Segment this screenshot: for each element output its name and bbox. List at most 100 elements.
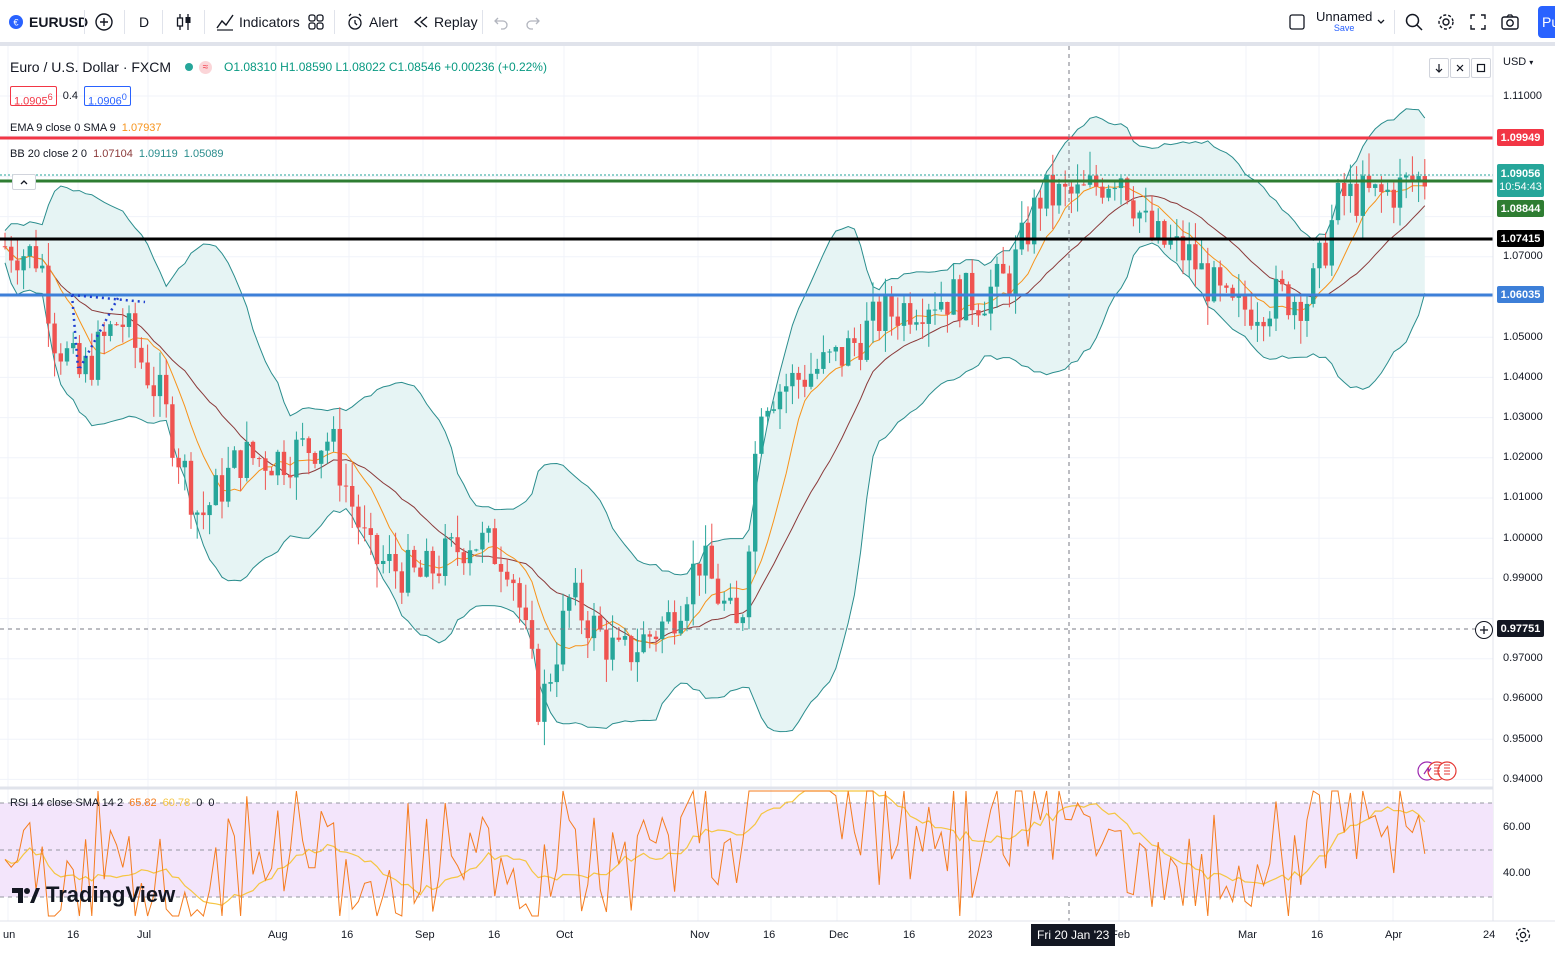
candle-body — [467, 550, 473, 564]
candle-body — [877, 301, 882, 331]
candle-body — [1168, 240, 1173, 245]
symbol-search-button[interactable]: € EURUSD — [8, 0, 88, 44]
time-tick: Feb — [1111, 929, 1130, 941]
candle-body — [536, 648, 541, 722]
bid-price-pip: 6 — [47, 92, 53, 102]
candle-body — [1391, 189, 1396, 208]
buy-button[interactable]: 1.09060 — [84, 86, 131, 108]
candle-body — [226, 467, 231, 502]
last-price-tag[interactable]: 1.09056 10:54:43 — [1497, 164, 1544, 197]
candle-body — [170, 404, 175, 458]
time-tick: 16 — [763, 929, 776, 941]
time-tick: 16 — [341, 929, 354, 941]
candle-body — [350, 485, 355, 507]
pane-down-button[interactable] — [1429, 58, 1449, 78]
time-tick: Sep — [415, 929, 435, 941]
search-button[interactable] — [1404, 0, 1424, 44]
candle-body — [1267, 318, 1272, 327]
candle-body — [1131, 200, 1136, 219]
black-level-tag[interactable]: 1.07415 — [1497, 230, 1544, 247]
candle-body — [1199, 263, 1204, 270]
tradingview-logo[interactable]: TradingView — [12, 882, 175, 908]
templates-button[interactable] — [306, 0, 326, 44]
triangle-drawing[interactable] — [70, 293, 146, 369]
alert-button[interactable]: Alert — [345, 0, 398, 44]
replay-button[interactable]: Replay — [412, 0, 478, 44]
candle-body — [145, 362, 150, 386]
price-tick: 0.97000 — [1503, 652, 1543, 664]
add-alert-button[interactable] — [1475, 621, 1493, 639]
candle-body — [275, 451, 280, 476]
ema-legend[interactable]: EMA 9 close 0 SMA 9 1.07937 — [10, 122, 162, 134]
candle-body — [1298, 301, 1303, 321]
publish-button[interactable]: Pu — [1538, 6, 1555, 38]
candle-body — [926, 309, 931, 324]
sell-button[interactable]: 1.09056 — [10, 86, 57, 108]
candle-body — [889, 295, 894, 317]
ask-price: 1.0906 — [88, 95, 122, 108]
candle-body — [1416, 176, 1421, 182]
time-tick: 16 — [488, 929, 501, 941]
layout-dropdown[interactable] — [1376, 0, 1386, 44]
candle-body — [939, 301, 944, 310]
candle-body — [808, 373, 814, 387]
candle-body — [257, 458, 262, 460]
rsi-legend[interactable]: RSI 14 close SMA 14 2 65.82 60.78 0 0 — [10, 797, 214, 809]
snapshot-button[interactable] — [1500, 0, 1520, 44]
candle-body — [1304, 303, 1310, 321]
price-chart[interactable] — [0, 46, 1555, 955]
candle-body — [728, 597, 733, 601]
bollinger-basis-line — [4, 195, 1426, 644]
candle-body — [1050, 174, 1055, 206]
rsi-tick: 40.00 — [1503, 867, 1531, 879]
undo-button[interactable] — [493, 0, 509, 44]
candles-icon — [176, 14, 191, 30]
layout-name: Unnamed — [1316, 9, 1373, 25]
candle-body — [976, 310, 981, 316]
redo-button[interactable] — [525, 0, 541, 44]
candle-body — [288, 475, 293, 478]
flags-icon[interactable] — [1417, 761, 1457, 781]
pane-maximize-button[interactable] — [1471, 58, 1491, 78]
candle-body — [1360, 175, 1365, 216]
layout-save-hint: Save — [1333, 23, 1355, 34]
collapse-legend-button[interactable] — [12, 174, 36, 190]
red-level-tag[interactable]: 1.09949 — [1497, 129, 1544, 146]
candle-body — [2, 246, 8, 248]
bb-legend[interactable]: BB 20 close 2 0 1.07104 1.09119 1.05089 — [10, 148, 224, 160]
time-tick: Apr — [1385, 929, 1403, 941]
candle-body — [306, 438, 311, 454]
interval-button[interactable]: D — [139, 0, 149, 44]
candle-body — [684, 604, 690, 621]
pane-collapse-button[interactable] — [1450, 58, 1470, 78]
search-icon — [1405, 13, 1423, 31]
candle-body — [58, 353, 63, 362]
candle-body — [77, 343, 82, 375]
indicators-button[interactable]: Indicators — [215, 0, 300, 44]
candle-body — [715, 578, 721, 604]
candle-body — [387, 554, 392, 561]
candle-body — [393, 554, 398, 572]
layout-name-button[interactable]: Unnamed Save — [1316, 0, 1372, 44]
fullscreen-button[interactable] — [1469, 0, 1487, 44]
layout-checkbox[interactable] — [1288, 0, 1306, 44]
chart-type-button[interactable] — [174, 0, 194, 44]
candle-body — [139, 347, 144, 363]
currency-label[interactable]: USD ▾ — [1503, 56, 1534, 68]
candle-body — [790, 372, 795, 387]
candle-body — [294, 439, 299, 478]
price-tick: 0.94000 — [1503, 773, 1543, 785]
price-tick: 1.03000 — [1503, 411, 1543, 423]
chevron-down-icon — [1377, 19, 1385, 24]
candle-body — [188, 460, 194, 515]
blue-level-tag[interactable]: 1.06035 — [1497, 286, 1544, 303]
axis-settings-button[interactable] — [1514, 926, 1532, 949]
candle-body — [1397, 177, 1403, 208]
candle-body — [641, 634, 646, 653]
compare-symbol-button[interactable] — [94, 0, 114, 44]
settings-button[interactable] — [1436, 0, 1456, 44]
green-level-tag[interactable]: 1.08844 — [1497, 200, 1544, 217]
tradingview-mark-icon — [12, 888, 40, 903]
candle-body — [15, 260, 20, 271]
bb-label: BB 20 close 2 0 — [10, 148, 88, 160]
